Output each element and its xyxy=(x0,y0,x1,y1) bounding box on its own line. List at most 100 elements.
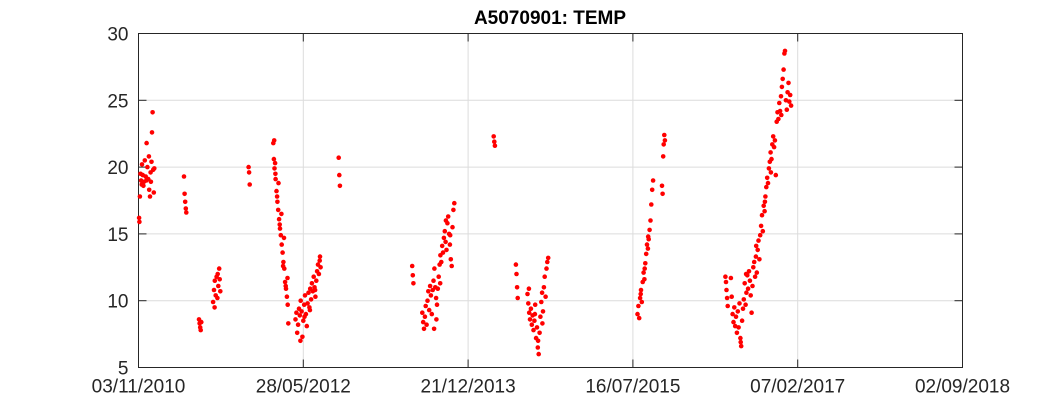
data-point xyxy=(427,283,433,289)
data-point xyxy=(781,67,786,72)
data-point xyxy=(281,235,287,241)
data-point xyxy=(537,330,542,336)
grid-lines xyxy=(138,33,963,368)
data-point xyxy=(762,208,767,214)
data-point xyxy=(149,130,155,135)
data-point xyxy=(409,263,415,269)
data-point xyxy=(308,297,314,302)
data-point xyxy=(277,226,283,231)
data-point xyxy=(439,243,445,249)
plot-frame xyxy=(138,33,963,368)
data-point xyxy=(212,278,218,284)
data-point xyxy=(734,330,740,336)
data-point xyxy=(299,309,304,314)
data-point xyxy=(139,162,145,167)
data-point xyxy=(662,138,668,143)
data-point xyxy=(776,116,781,122)
data-point xyxy=(757,257,762,262)
data-point xyxy=(738,339,743,345)
data-point xyxy=(435,286,441,292)
data-point xyxy=(538,314,543,320)
data-point xyxy=(317,258,323,263)
data-point xyxy=(145,164,150,170)
data-point xyxy=(293,317,298,322)
data-point xyxy=(764,175,770,181)
data-point xyxy=(748,293,753,298)
data-point xyxy=(513,262,519,267)
data-point xyxy=(434,317,439,322)
data-point xyxy=(492,143,498,148)
data-point xyxy=(732,305,737,310)
data-point xyxy=(647,227,652,233)
data-point xyxy=(274,188,279,194)
data-point xyxy=(758,223,764,229)
data-point xyxy=(779,84,785,90)
data-point xyxy=(336,155,342,160)
data-point xyxy=(750,283,755,289)
data-point xyxy=(526,301,531,306)
data-point xyxy=(182,191,187,197)
data-point xyxy=(753,254,759,259)
data-point xyxy=(730,311,735,317)
data-point xyxy=(643,261,648,266)
data-point xyxy=(439,259,444,265)
data-point xyxy=(782,48,788,54)
data-point xyxy=(211,287,217,293)
data-point xyxy=(217,277,222,282)
data-point xyxy=(298,338,303,344)
data-point xyxy=(659,183,665,189)
data-point xyxy=(729,294,734,300)
data-point xyxy=(276,180,281,186)
data-point xyxy=(285,275,290,281)
data-point xyxy=(536,351,541,357)
data-point xyxy=(768,150,773,155)
data-point xyxy=(277,222,283,227)
x-tick-label: 03/11/2010 xyxy=(92,377,186,398)
y-axis-tick-labels: 5 10 15 20 25 30 xyxy=(107,25,128,380)
data-point xyxy=(639,299,645,305)
data-point xyxy=(424,322,429,328)
data-point xyxy=(755,247,760,253)
data-point xyxy=(337,183,343,189)
data-point xyxy=(151,190,157,195)
data-point xyxy=(532,302,538,308)
data-point xyxy=(184,210,189,215)
chart-title: A5070901: TEMP xyxy=(474,8,626,29)
data-point xyxy=(660,154,666,159)
data-point xyxy=(294,330,300,336)
data-point xyxy=(542,274,547,280)
data-point xyxy=(426,289,431,294)
data-point xyxy=(302,293,308,298)
data-point xyxy=(441,235,447,241)
data-point xyxy=(526,286,532,292)
data-point xyxy=(450,224,455,230)
data-point xyxy=(449,263,455,269)
data-point xyxy=(745,286,751,292)
data-point xyxy=(643,251,649,257)
data-point xyxy=(139,182,144,187)
data-point xyxy=(492,139,497,144)
data-point xyxy=(443,239,448,245)
data-point xyxy=(787,92,793,98)
data-point xyxy=(761,203,766,209)
data-point xyxy=(312,287,318,293)
data-point xyxy=(281,259,286,265)
data-point xyxy=(271,138,277,143)
data-point xyxy=(146,154,152,159)
data-point xyxy=(436,274,442,280)
y-tick-label: 5 xyxy=(118,359,129,380)
data-point xyxy=(152,166,157,171)
data-point xyxy=(198,327,203,333)
data-point xyxy=(723,274,728,280)
data-point xyxy=(541,285,547,290)
data-point xyxy=(539,290,545,296)
data-point xyxy=(749,310,754,316)
data-point xyxy=(635,311,640,317)
data-point xyxy=(742,281,747,286)
data-point xyxy=(768,170,774,175)
data-point xyxy=(738,343,744,349)
data-point xyxy=(544,266,549,271)
data-point xyxy=(535,338,541,344)
data-point xyxy=(212,305,217,310)
data-point xyxy=(788,103,794,108)
